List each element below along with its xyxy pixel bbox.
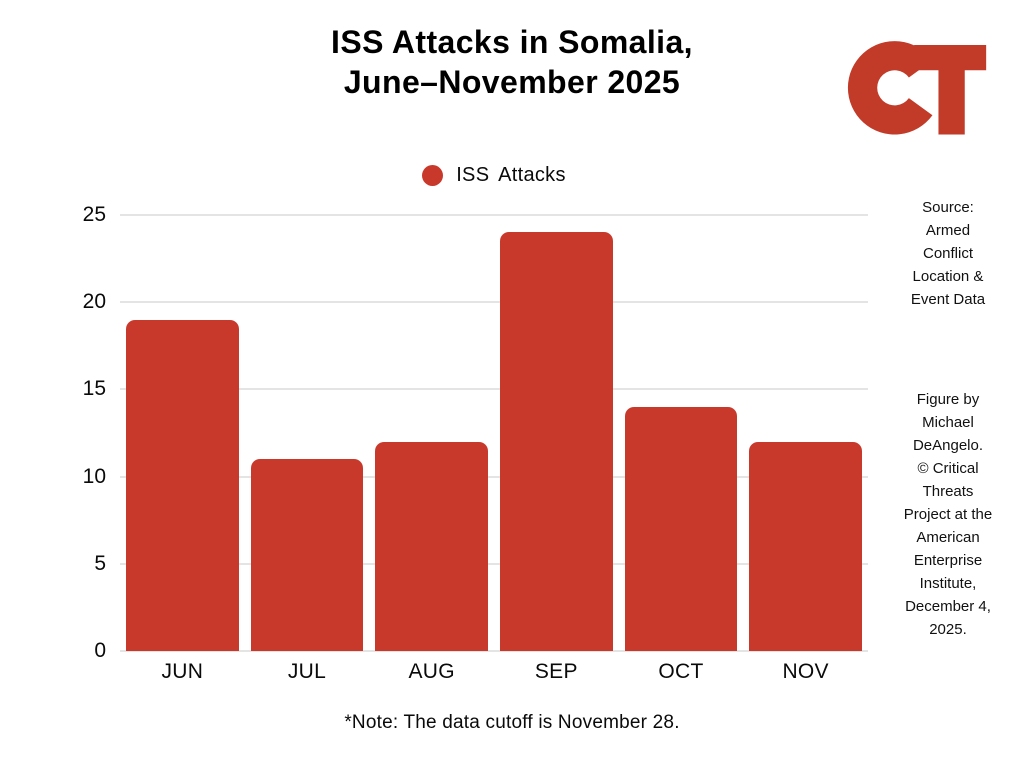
bar-slot-sep: SEP <box>494 215 619 683</box>
gridline-25 <box>120 214 868 216</box>
bar-slot-jul: JUL <box>245 215 370 683</box>
bar-nov <box>749 441 863 651</box>
bar-aug <box>375 441 489 651</box>
gridline-15 <box>120 388 868 391</box>
bar-slot-jun: JUN <box>120 215 245 683</box>
legend-label: ISS Attacks <box>456 163 566 186</box>
bar-sep <box>499 232 613 651</box>
source-note: Source: Armed Conflict Location & Event … <box>910 199 986 308</box>
gridline-5 <box>120 562 868 565</box>
bar-slot-nov: NOV <box>743 215 868 683</box>
x-tick-label-sep: SEP <box>534 660 578 683</box>
x-tick-label-oct: OCT <box>658 660 704 683</box>
y-tick-label-0: 0 <box>94 639 106 662</box>
bar-slot-oct: OCT <box>619 215 744 683</box>
x-tick-label-jul: JUL <box>287 660 327 683</box>
y-tick-label-15: 15 <box>82 377 106 401</box>
legend: ISS Attacks <box>120 160 868 190</box>
bar-slot-aug: AUG <box>369 215 494 683</box>
y-tick-label-5: 5 <box>94 551 106 575</box>
gridline-10 <box>120 475 868 478</box>
bar-jul <box>250 459 364 651</box>
gridline-0 <box>120 650 868 652</box>
x-tick-label-nov: NOV <box>782 660 829 683</box>
y-tick-label-25: 25 <box>82 203 106 226</box>
figure-credit: Figure by Michael DeAngelo. © Critical T… <box>903 391 993 638</box>
plot-area: 0 5 10 15 20 25 JUN JUL AUG SEP OCT NOV <box>83 203 868 683</box>
y-tick-label-20: 20 <box>82 290 106 314</box>
bar-jun <box>125 319 239 651</box>
legend-marker-icon <box>422 164 444 186</box>
chart-title: ISS Attacks in Somalia, June–November 20… <box>331 24 693 100</box>
bar-oct <box>624 406 738 651</box>
x-tick-label-jun: JUN <box>161 660 204 683</box>
y-tick-label-10: 10 <box>82 464 106 488</box>
ct-logo-icon <box>847 41 987 135</box>
x-tick-label-aug: AUG <box>408 660 455 683</box>
footnote: *Note: The data cutoff is November 28. <box>344 712 680 733</box>
gridline-20 <box>120 301 868 304</box>
